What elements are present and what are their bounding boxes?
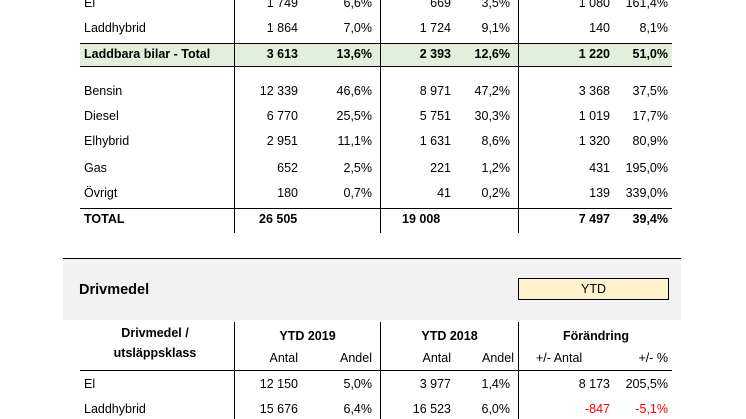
cell-antal-2019: 2 951 bbox=[266, 134, 298, 148]
cell-antal-2018: 41 bbox=[437, 186, 451, 200]
cell-diff-pct: -5,1% bbox=[635, 402, 668, 416]
cell-andel-2019: 13,6% bbox=[336, 47, 372, 61]
col-divider bbox=[234, 0, 235, 233]
cell-antal-2019: 1 749 bbox=[266, 0, 298, 10]
header-change: Förändring bbox=[563, 329, 629, 343]
cell-antal-2019: 1 864 bbox=[266, 21, 298, 35]
period-select-label: YTD bbox=[581, 282, 606, 296]
cell-andel-2018: 8,6% bbox=[481, 134, 511, 148]
col-divider bbox=[518, 0, 519, 233]
cell-antal-2019: 180 bbox=[277, 186, 298, 200]
row-label: Bensin bbox=[84, 84, 123, 98]
cell-antal-2018: 1 724 bbox=[419, 21, 451, 35]
cell-diff-pct: 51,0% bbox=[632, 47, 668, 61]
cell-antal-2018: 5 751 bbox=[419, 109, 451, 123]
cell-andel-2019: 25,5% bbox=[336, 109, 372, 123]
header-bottom-border bbox=[80, 370, 672, 371]
cell-antal-2019: 652 bbox=[277, 161, 298, 175]
row-label: Gas bbox=[84, 161, 107, 175]
subheader-diff-antal: +/- Antal bbox=[536, 351, 583, 365]
cell-diff-pct: 205,5% bbox=[625, 377, 668, 391]
cell-diff-antal: 1 080 bbox=[578, 0, 610, 10]
row-label: TOTAL bbox=[84, 212, 125, 226]
cell-antal-2018: 669 bbox=[430, 0, 451, 10]
row-label: Elhybrid bbox=[84, 134, 130, 148]
cell-diff-pct: 161,4% bbox=[625, 0, 668, 10]
cell-andel-2019: 5,0% bbox=[343, 377, 373, 391]
cell-antal-2019: 12 150 bbox=[259, 377, 298, 391]
row-divider bbox=[80, 66, 672, 67]
cell-andel-2019: 46,6% bbox=[336, 84, 372, 98]
subheader-andel-2018: Andel bbox=[482, 351, 514, 365]
row-label: Diesel bbox=[84, 109, 119, 123]
cell-antal-2018: 3 977 bbox=[419, 377, 451, 391]
cell-diff-pct: 195,0% bbox=[625, 161, 668, 175]
cell-andel-2018: 9,1% bbox=[481, 21, 511, 35]
header-ytd-2019: YTD 2019 bbox=[279, 329, 336, 343]
cell-diff-pct: 8,1% bbox=[639, 21, 669, 35]
cell-andel-2019: 2,5% bbox=[343, 161, 373, 175]
period-select-button[interactable]: YTD bbox=[518, 278, 669, 300]
row-label: Laddhybrid bbox=[84, 402, 146, 416]
cell-andel-2018: 12,6% bbox=[474, 47, 510, 61]
cell-antal-2019: 26 505 bbox=[259, 212, 298, 226]
subheader-antal-2018: Antal bbox=[422, 351, 452, 365]
row-label: El bbox=[84, 377, 96, 391]
cell-diff-antal: 3 368 bbox=[578, 84, 610, 98]
cell-andel-2018: 30,3% bbox=[474, 109, 510, 123]
cell-diff-antal: 1 019 bbox=[578, 109, 610, 123]
cell-antal-2019: 6 770 bbox=[266, 109, 298, 123]
cell-diff-pct: 80,9% bbox=[632, 134, 668, 148]
total-row-highlight bbox=[80, 43, 672, 66]
cell-andel-2018: 1,4% bbox=[481, 377, 511, 391]
row-divider bbox=[80, 43, 672, 44]
cell-antal-2019: 3 613 bbox=[266, 47, 298, 61]
cell-diff-antal: 431 bbox=[589, 161, 610, 175]
cell-andel-2019: 6,6% bbox=[343, 0, 373, 10]
cell-antal-2018: 19 008 bbox=[402, 212, 441, 226]
cell-andel-2019: 7,0% bbox=[343, 21, 373, 35]
subheader-antal-2019: Antal bbox=[269, 351, 299, 365]
cell-antal-2018: 8 971 bbox=[419, 84, 451, 98]
subheader-diff-pct: +/- % bbox=[638, 351, 668, 365]
cell-diff-antal: 7 497 bbox=[578, 212, 610, 226]
cell-diff-antal: 1 220 bbox=[578, 47, 610, 61]
cell-antal-2018: 2 393 bbox=[419, 47, 451, 61]
section-top-border bbox=[63, 258, 681, 259]
cell-andel-2018: 47,2% bbox=[474, 84, 510, 98]
cell-diff-antal: 8 173 bbox=[578, 377, 610, 391]
cell-andel-2019: 0,7% bbox=[343, 186, 373, 200]
cell-diff-pct: 339,0% bbox=[625, 186, 668, 200]
section-title: Drivmedel bbox=[79, 282, 150, 298]
header-label-line2: utsläppsklass bbox=[113, 346, 197, 360]
cell-antal-2018: 16 523 bbox=[412, 402, 451, 416]
cell-diff-pct: 39,4% bbox=[632, 212, 668, 226]
row-label: Övrigt bbox=[84, 186, 118, 200]
cell-antal-2018: 221 bbox=[430, 161, 451, 175]
col-divider bbox=[380, 0, 381, 233]
cell-andel-2019: 11,1% bbox=[337, 134, 372, 148]
cell-antal-2018: 1 631 bbox=[419, 134, 451, 148]
header-label-line1: Drivmedel / bbox=[121, 326, 189, 340]
cell-diff-antal: -847 bbox=[584, 402, 610, 416]
cell-diff-antal: 139 bbox=[589, 186, 610, 200]
row-label: Laddhybrid bbox=[84, 21, 146, 35]
subheader-andel-2019: Andel bbox=[340, 351, 372, 365]
row-label: El bbox=[84, 0, 96, 10]
cell-antal-2019: 12 339 bbox=[259, 84, 298, 98]
cell-andel-2018: 1,2% bbox=[481, 161, 511, 175]
cell-antal-2019: 15 676 bbox=[259, 402, 298, 416]
cell-andel-2018: 6,0% bbox=[481, 402, 511, 416]
cell-diff-antal: 1 320 bbox=[578, 134, 610, 148]
cell-andel-2018: 0,2% bbox=[481, 186, 511, 200]
cell-andel-2019: 6,4% bbox=[343, 402, 373, 416]
cell-andel-2018: 3,5% bbox=[481, 0, 511, 10]
row-label: Laddbara bilar - Total bbox=[84, 47, 211, 61]
header-ytd-2018: YTD 2018 bbox=[421, 329, 478, 343]
cell-diff-antal: 140 bbox=[589, 21, 610, 35]
cell-diff-pct: 37,5% bbox=[632, 84, 668, 98]
row-divider bbox=[80, 208, 672, 209]
cell-diff-pct: 17,7% bbox=[632, 109, 668, 123]
